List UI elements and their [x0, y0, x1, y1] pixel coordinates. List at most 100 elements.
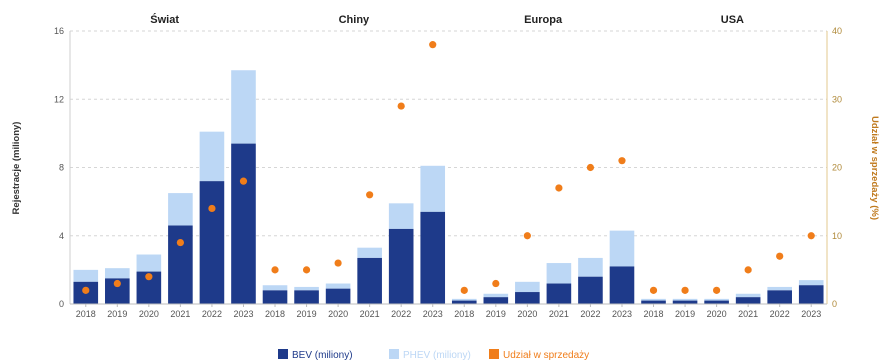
bar-phev	[199, 131, 225, 182]
legend-swatch-phev	[389, 349, 399, 359]
y-tick-label: 0	[59, 299, 64, 309]
x-tick-label: 2021	[170, 309, 190, 319]
bar-phev	[451, 298, 477, 301]
bar-phev	[136, 254, 162, 272]
panel-title: USA	[721, 14, 744, 26]
x-tick-label: 2023	[423, 309, 443, 319]
y-tick-label: 4	[59, 231, 64, 241]
x-axis: 2018 2019 2020 2021 2022 2023 2018 2019 2020 2021…	[70, 303, 827, 319]
bar-phev	[704, 298, 729, 301]
share-dot	[113, 279, 121, 288]
bar-phev	[672, 298, 698, 301]
x-tick-label: 2019	[675, 309, 695, 319]
x-tick-label: 2018	[644, 309, 664, 319]
share-dot	[649, 286, 658, 294]
y-tick-label: 8	[59, 163, 64, 173]
bar-bev	[515, 292, 540, 304]
x-tick-label: 2023	[801, 309, 821, 319]
bar-bev	[325, 288, 351, 304]
x-tick-label: 2018	[265, 309, 285, 319]
x-tick-label: 2019	[486, 309, 506, 319]
x-tick-label: 2021	[360, 309, 380, 319]
panel-title: Świat	[150, 13, 179, 26]
y2-tick-label: 40	[832, 26, 842, 36]
share-dot	[176, 238, 184, 247]
bar-bev	[294, 290, 319, 304]
x-tick-label: 2020	[517, 309, 537, 319]
share-dot	[555, 184, 563, 192]
y2-tick-label: 30	[832, 94, 842, 104]
share-dot	[271, 266, 279, 274]
legend-swatch-share	[489, 349, 499, 359]
share-dot	[807, 232, 815, 240]
x-tick-label: 2023	[233, 309, 253, 319]
share-dot	[429, 41, 437, 49]
x-tick-label: 2022	[580, 309, 600, 319]
bar-bev	[357, 257, 382, 304]
x-tick-label: 2022	[391, 309, 411, 319]
bar-phev	[168, 193, 193, 226]
bar-bev	[578, 276, 603, 304]
legend-swatch-bev	[278, 349, 288, 359]
share-dot	[492, 279, 500, 288]
bar-phev	[609, 230, 635, 267]
share-dot	[744, 266, 752, 274]
share-dot	[82, 286, 90, 294]
y2-tick-label: 0	[832, 299, 837, 309]
bar-phev	[388, 203, 414, 229]
bar-bev	[767, 290, 792, 304]
bar-bev	[641, 300, 666, 304]
x-tick-label: 2018	[454, 309, 474, 319]
bar-phev	[294, 286, 319, 291]
share-dot	[145, 273, 153, 281]
bar-bev	[231, 143, 256, 304]
share-dot	[208, 204, 216, 213]
bar-bev	[735, 297, 761, 304]
share-dot	[366, 191, 374, 199]
bar-phev	[357, 247, 382, 258]
bar-phev	[735, 293, 761, 298]
x-tick-label: 2022	[202, 309, 222, 319]
legend-label-phev: PHEV (miliony)	[403, 350, 471, 361]
y-tick-label: 12	[54, 94, 64, 104]
share-markers	[82, 41, 815, 294]
x-tick-label: 2021	[549, 309, 569, 319]
bar-phev	[798, 280, 824, 286]
x-tick-label: 2020	[707, 309, 727, 319]
bar-bev	[199, 181, 225, 304]
y2-tick-label: 20	[832, 163, 842, 173]
bar-bev	[609, 266, 635, 304]
bars	[73, 70, 824, 304]
left-y-axis: 0 4 8 12 16	[54, 26, 71, 309]
panel-titles: Świat Chiny Europa USA	[150, 13, 744, 26]
gridlines	[70, 30, 827, 237]
y-tick-label: 16	[54, 26, 64, 36]
bar-bev	[420, 211, 446, 304]
legend-label-share: Udział w sprzedaży	[503, 350, 589, 361]
bar-bev	[546, 283, 572, 304]
bar-phev	[73, 269, 99, 282]
x-tick-label: 2020	[139, 309, 159, 319]
share-dot	[713, 286, 721, 294]
legend-label-bev: BEV (miliony)	[292, 350, 353, 361]
x-tick-label: 2020	[328, 309, 348, 319]
x-tick-label: 2018	[76, 309, 96, 319]
share-dot	[397, 102, 405, 110]
bar-phev	[420, 165, 446, 212]
share-dot	[586, 163, 595, 172]
bar-phev	[515, 281, 540, 293]
share-dot	[776, 252, 784, 260]
y2-tick-label: 10	[832, 231, 842, 241]
share-dot	[681, 286, 689, 294]
bar-phev	[262, 285, 288, 291]
bar-phev	[325, 283, 351, 289]
bar-phev	[641, 298, 666, 301]
bar-bev	[672, 300, 698, 304]
left-axis-title: Rejestracje (miliony)	[11, 122, 22, 215]
share-dot	[334, 259, 342, 267]
x-tick-label: 2023	[612, 309, 632, 319]
x-tick-label: 2019	[107, 309, 127, 319]
right-y-axis: 0 10 20 30 40	[826, 26, 842, 309]
bar-phev	[767, 286, 792, 291]
